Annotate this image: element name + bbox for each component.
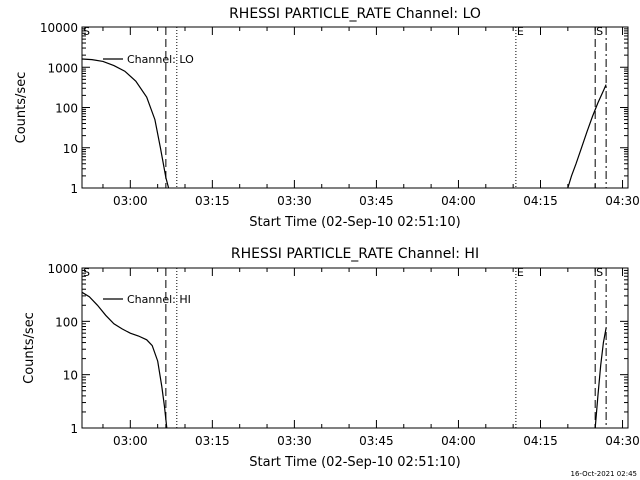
- event-marker-label: S: [596, 25, 603, 38]
- event-marker-label: S: [596, 266, 603, 279]
- y-axis-label: Counts/sec: [14, 72, 29, 144]
- series-line: [81, 58, 170, 189]
- y-tick-label: 1: [70, 422, 78, 436]
- x-tick-label: 03:00: [113, 194, 148, 208]
- series-line: [567, 84, 607, 189]
- x-tick-label: 04:15: [523, 194, 558, 208]
- x-tick-label: 03:15: [195, 194, 230, 208]
- event-marker-label: E: [517, 266, 524, 279]
- y-tick-label: 1000: [47, 262, 78, 276]
- panel-lo: RHESSI PARTICLE_RATE Channel: LO Start Ti…: [14, 6, 640, 230]
- y-tick-label: 10000: [40, 21, 78, 35]
- series-line: [81, 291, 168, 429]
- y-tick-label: 100: [55, 102, 78, 116]
- x-tick-label: 04:00: [441, 434, 476, 448]
- y-axis-label: Counts/sec: [22, 312, 37, 384]
- x-tick-label: 03:30: [277, 194, 312, 208]
- x-tick-label: 04:15: [523, 434, 558, 448]
- chart-title: RHESSI PARTICLE_RATE Channel: LO: [229, 6, 481, 22]
- event-marker-label: S: [83, 25, 90, 38]
- y-tick-label: 1000: [47, 61, 78, 75]
- y-tick-label: 10: [63, 142, 78, 156]
- legend-label: Channel: LO: [127, 53, 194, 66]
- x-tick-label: 03:45: [359, 434, 394, 448]
- series-line: [594, 327, 607, 429]
- x-tick-label: 04:30: [605, 194, 640, 208]
- x-tick-label: 04:30: [605, 434, 640, 448]
- y-tick-label: 100: [55, 315, 78, 329]
- event-marker-label: E: [517, 25, 524, 38]
- x-tick-label: 03:45: [359, 194, 394, 208]
- x-axis-label: Start Time (02-Sep-10 02:51:10): [249, 455, 460, 470]
- x-tick-label: 03:15: [195, 434, 230, 448]
- legend-label: Channel: HI: [127, 293, 191, 306]
- chart-title: RHESSI PARTICLE_RATE Channel: HI: [231, 246, 479, 262]
- footer-timestamp: 16-Oct-2021 02:45: [571, 470, 637, 478]
- y-tick-label: 10: [63, 369, 78, 383]
- y-tick-label: 1: [70, 182, 78, 196]
- panel-hi: RHESSI PARTICLE_RATE Channel: HI Start Ti…: [22, 246, 640, 470]
- x-tick-label: 03:00: [113, 434, 148, 448]
- event-marker-label: S: [83, 266, 90, 279]
- x-axis-label: Start Time (02-Sep-10 02:51:10): [249, 215, 460, 230]
- x-tick-label: 04:00: [441, 194, 476, 208]
- x-tick-label: 03:30: [277, 434, 312, 448]
